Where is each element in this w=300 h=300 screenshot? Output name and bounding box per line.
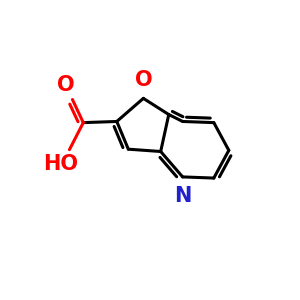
Text: HO: HO [43, 154, 78, 174]
Text: O: O [57, 75, 75, 95]
Text: O: O [134, 70, 152, 90]
Text: N: N [174, 186, 191, 206]
